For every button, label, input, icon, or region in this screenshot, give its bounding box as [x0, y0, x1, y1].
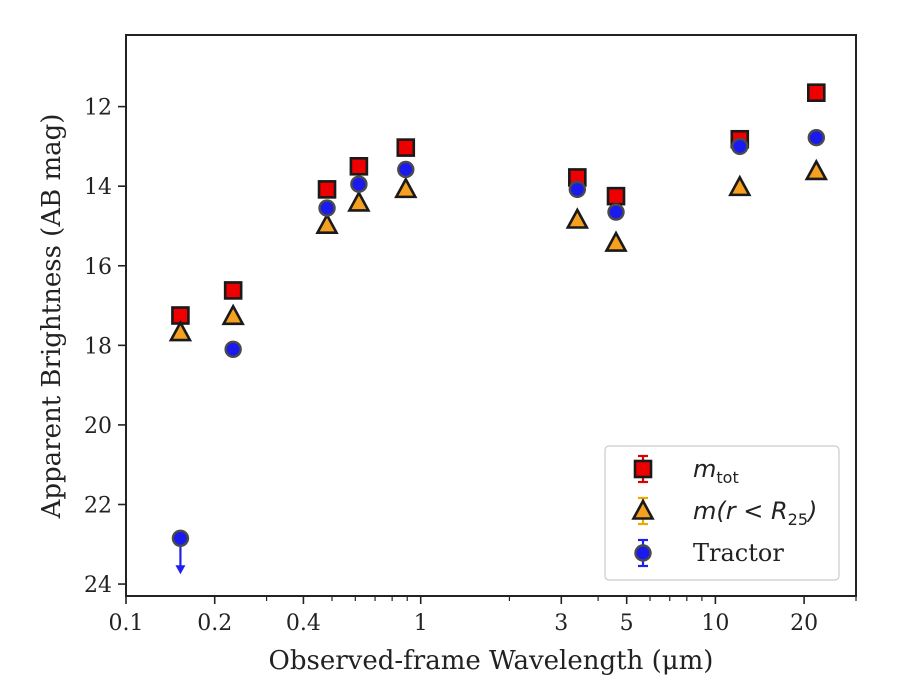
- y-tick-label: 24: [84, 573, 112, 598]
- data-point: [807, 128, 826, 147]
- x-axis-label: Observed-frame Wavelength (μm): [269, 646, 714, 676]
- x-tick-label: 10: [701, 611, 729, 636]
- data-point: [349, 156, 369, 176]
- legend-entry-label: mtot: [693, 455, 739, 487]
- data-point: [223, 281, 243, 300]
- x-tick-label: 0.2: [197, 611, 232, 636]
- series-2: [171, 128, 826, 575]
- y-tick-label: 14: [84, 175, 112, 200]
- data-marks: [168, 83, 828, 575]
- data-point: [224, 340, 242, 359]
- y-tick-label: 18: [84, 334, 112, 359]
- data-point: [728, 174, 752, 197]
- data-point: [731, 137, 749, 156]
- data-point: [807, 83, 826, 102]
- legend-marker: [633, 459, 653, 479]
- series-1: [168, 158, 828, 342]
- data-point: [318, 199, 336, 217]
- x-tick-label: 0.1: [109, 611, 144, 636]
- legend-entry-label: Tractor: [693, 539, 784, 567]
- upper-limit-arrow-head: [175, 565, 186, 575]
- data-point: [604, 230, 628, 252]
- data-point: [804, 158, 828, 181]
- y-tick-label: 12: [84, 96, 112, 121]
- data-point: [606, 186, 626, 206]
- x-tick-label: 0.4: [286, 611, 321, 636]
- axes: 0.1 0.2 0.4 1 3 5 10 20 12 14 16 18 20 22 24: [84, 34, 857, 636]
- data-point: [171, 529, 190, 548]
- x-tick-label: 20: [790, 611, 818, 636]
- x-tick-label: 3: [554, 611, 568, 636]
- y-tick-label: 22: [84, 493, 112, 518]
- legend-box: [604, 445, 840, 581]
- x-tick-label: 1: [414, 611, 428, 636]
- y-tick-label: 16: [84, 255, 112, 280]
- legend-marker: [634, 544, 652, 562]
- data-point: [168, 319, 193, 342]
- data-point: [350, 175, 368, 193]
- plot-frame: [125, 34, 857, 597]
- data-point: [565, 207, 590, 229]
- data-point: [221, 303, 245, 326]
- x-tick-label: 5: [620, 611, 634, 636]
- data-point: [317, 180, 337, 199]
- y-axis-label: Apparent Brightness (AB mag): [37, 114, 67, 520]
- legend-marker: [631, 498, 655, 520]
- y-tick-label: 20: [84, 414, 112, 439]
- series-0: [171, 83, 826, 325]
- data-point: [347, 190, 371, 212]
- data-point: [568, 180, 587, 199]
- data-point: [397, 160, 415, 179]
- data-point: [607, 203, 625, 221]
- data-point: [394, 176, 418, 199]
- data-point: [315, 212, 339, 234]
- legend-entry-label: m(r < R25): [693, 497, 817, 529]
- data-point: [396, 138, 416, 157]
- legend: mtot m(r < R25) Tractor: [604, 445, 840, 581]
